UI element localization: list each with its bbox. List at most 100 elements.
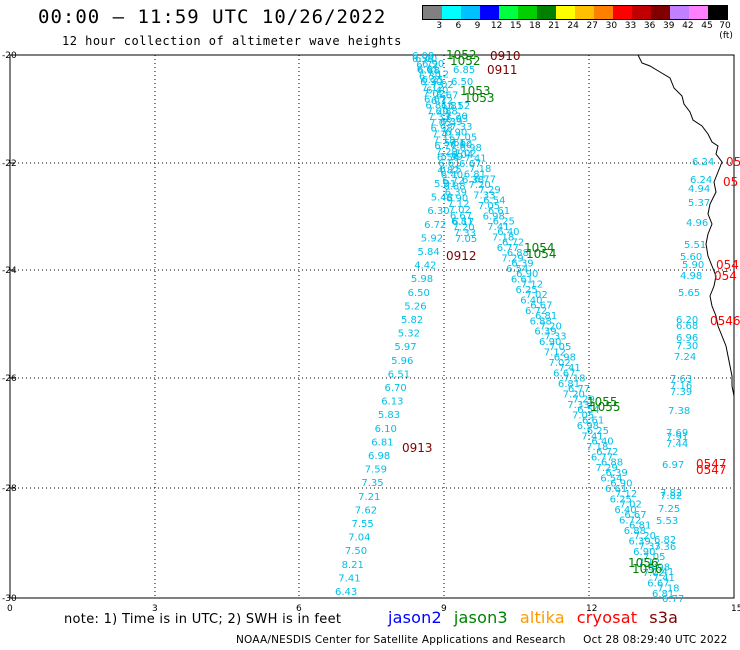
pass-label-s3a: 0547 [696,463,727,477]
swh-label: 6.54 [506,264,528,275]
swh-label: 6.50 [451,77,473,88]
swh-label: 6.54 [437,153,459,164]
swh-label: 7.41 [652,567,674,578]
swh-label: 7.18 [563,374,585,385]
swh-label: 6.04 [451,150,473,161]
swh-label: 6.52 [448,101,470,112]
swh-label: 6.51 [388,369,410,380]
swh-label: 5.26 [404,301,426,312]
swh-label: 7.33 [428,112,450,123]
swh-label: 7.33 [454,228,476,239]
swh-label: 5.82 [401,315,423,326]
swh-label: 7.39 [670,387,692,398]
swh-label: 7.05 [549,342,571,353]
swh-label: 7.20 [563,390,585,401]
swh-label: 6.54 [483,195,505,206]
mission-legend: jason2 jason3 altika cryosat s3a [388,608,690,627]
legend-swatch [651,6,670,19]
swh-label: 6.90 [445,127,467,138]
swh-label: 5.48 [431,193,453,204]
swh-label: 6.88 [418,66,440,77]
pass-label-jason3: 1052 [450,54,481,68]
swh-label: 6.88 [530,316,552,327]
swh-label: 5.91 [434,179,456,190]
swh-label: 7.63 [670,374,692,385]
swh-label: 4.98 [680,271,702,282]
swh-label: 7.30 [676,341,698,352]
swh-label: 6.67 [624,510,646,521]
swh-label: 5.92 [421,233,443,244]
swh-label: 6.90 [516,269,538,280]
swh-label: 7.29 [501,253,523,264]
map-subtitle: 12 hour collection of altimeter wave hei… [62,34,402,48]
swh-label: 7.25 [658,504,680,515]
footer-timestamp: Oct 28 08:29:40 UTC 2022 [583,634,728,646]
swh-label: 4.94 [688,184,710,195]
swh-label: 6.70 [385,383,407,394]
swh-label: 7.02 [431,80,453,91]
legend-label: 33 [624,21,637,31]
legend-label: 36 [643,21,656,31]
legend-label: 45 [701,21,713,31]
swh-label: 7.33 [638,542,660,553]
swh-label: 7.59 [365,465,387,476]
pass-label-jason3: 1054 [526,247,557,261]
swh-label: 7.18 [586,442,608,453]
swh-label: 7.12 [450,138,472,149]
swh-label: 6.82 [654,535,676,546]
y-tick-label: -24 [2,266,17,276]
swh-label: 7.41 [653,573,675,584]
swh-label: 6.88 [624,526,646,537]
swh-label: 6.40 [591,437,613,448]
swh-label: 7.33 [450,122,472,133]
swh-label: 6.39 [534,327,556,338]
swh-label: 6.81 [371,437,393,448]
swh-label: 6.72 [619,516,641,527]
pass-label-jason3: 1052 [446,48,477,62]
swh-label: 7.41 [558,363,580,374]
swh-label: 5.98 [411,274,433,285]
pass-label-jason3: 1053 [464,91,495,105]
swh-label: 7.05 [455,234,477,245]
swh-label: 6.98 [577,421,599,432]
swh-label: 7.20 [446,111,468,122]
x-tick-label: 3 [152,604,158,614]
swh-label: 7.20 [452,222,474,233]
swh-label: 8.21 [342,560,364,571]
swh-label: 5.56 [444,138,466,149]
swh-label: 6.39 [445,188,467,199]
swh-label: 6.61 [511,274,533,285]
swh-label: 6.67 [553,369,575,380]
swh-label: 6.38 [462,175,484,186]
swh-label: 6.67 [530,300,552,311]
legend-label: 39 [662,21,675,31]
swh-label: 4.42 [414,261,436,272]
swh-label: 7.12 [421,83,443,94]
swh-label: 7.04 [348,533,370,544]
swh-label: 6.72 [431,96,453,107]
swh-label: 7.20 [468,180,490,191]
swh-label: 5.65 [678,288,700,299]
swh-label: 5.32 [398,329,420,340]
swh-label: 6.88 [443,182,465,193]
legend-label: 24 [567,21,579,31]
swh-label: 6.67 [647,579,669,590]
swh-label: 6.81 [464,169,486,180]
swh-label: 6.54 [600,474,622,485]
legend-label: 21 [548,21,560,31]
swh-label: 6.40 [520,295,542,306]
swh-label: 7.29 [478,185,500,196]
x-tick-label: 15 [731,604,740,614]
swh-label: 5.97 [394,342,416,353]
pass-label-jason3: 1056 [628,556,659,570]
swh-label: 6.67 [450,211,472,222]
swh-label: 7.36 [654,542,676,553]
legend-swatch [632,6,651,19]
swh-label: 6.25 [493,216,515,227]
swh-label: 5.60 [680,252,702,263]
swh-label: 7.12 [447,199,469,210]
swh-label: 7.41 [487,222,509,233]
swh-label: 6.40 [415,54,437,65]
swh-label: 6.67 [436,90,458,101]
swh-label: 7.41 [432,129,454,140]
